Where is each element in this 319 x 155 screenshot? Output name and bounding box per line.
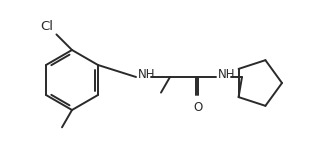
Text: NH: NH (138, 69, 155, 82)
Text: NH: NH (218, 69, 235, 82)
Text: O: O (193, 101, 203, 114)
Text: Cl: Cl (41, 20, 54, 33)
